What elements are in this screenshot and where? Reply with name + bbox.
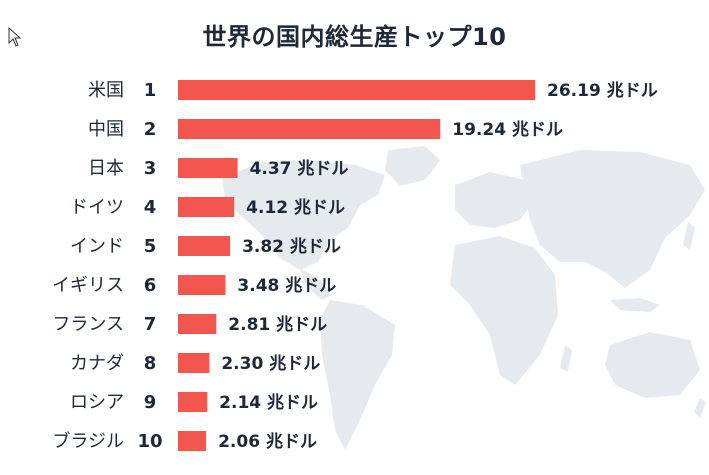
rank-label: 1 [144, 80, 157, 101]
value-label: 4.12 兆ドル [246, 198, 345, 218]
rank-label: 10 [137, 431, 162, 452]
country-label: イギリス [52, 275, 124, 296]
country-label: カナダ [70, 353, 124, 374]
country-label: フランス [52, 314, 124, 335]
rank-label: 9 [144, 392, 157, 413]
rank-label: 7 [144, 314, 157, 335]
world-map-background [222, 146, 706, 450]
value-label: 3.82 兆ドル [242, 237, 341, 257]
bar [178, 275, 226, 295]
country-label: 米国 [88, 80, 124, 101]
bar [178, 119, 441, 139]
value-label: 2.06 兆ドル [218, 432, 317, 452]
chart-title: 世界の国内総生産トップ10 [202, 23, 507, 51]
rank-label: 8 [144, 353, 157, 374]
bar [178, 392, 208, 412]
value-label: 2.30 兆ドル [221, 354, 320, 374]
value-label: 19.24 兆ドル [452, 120, 563, 140]
bar [178, 236, 231, 256]
country-label: ブラジル [52, 430, 124, 452]
bar [178, 353, 210, 373]
country-label: ドイツ [70, 197, 124, 218]
value-label: 4.37 兆ドル [250, 159, 349, 179]
bar [178, 197, 235, 217]
country-label: ロシア [70, 392, 124, 413]
country-label: 日本 [88, 158, 124, 179]
rank-label: 5 [144, 236, 157, 257]
rank-label: 2 [144, 119, 157, 140]
rank-label: 6 [144, 275, 157, 296]
mouse-cursor-icon [8, 27, 22, 47]
rank-label: 3 [144, 158, 157, 179]
value-label: 26.19 兆ドル [547, 81, 658, 101]
bar [178, 431, 207, 451]
bar [178, 314, 217, 334]
country-label: 中国 [88, 119, 124, 140]
bar [178, 158, 238, 178]
bar [178, 80, 535, 100]
value-label: 2.81 兆ドル [228, 315, 327, 335]
value-label: 2.14 兆ドル [219, 393, 318, 413]
value-label: 3.48 兆ドル [237, 276, 336, 296]
rank-label: 4 [144, 197, 157, 218]
country-label: インド [70, 236, 124, 257]
